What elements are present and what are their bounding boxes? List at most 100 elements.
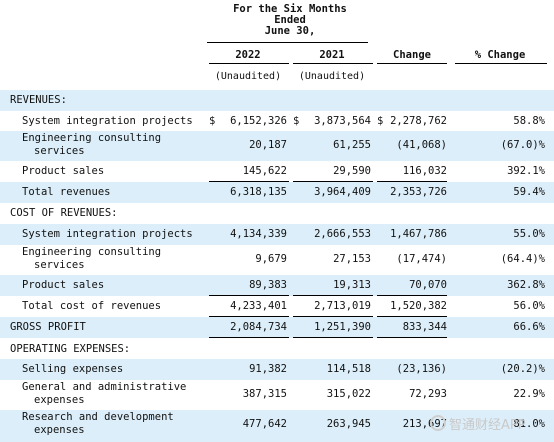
value-pct: 56.0% — [513, 300, 545, 312]
value-2022: 4,233,401 — [230, 300, 287, 312]
subtotal-rule — [293, 316, 373, 317]
table-row: Product sales 145,622 29,590 116,032 392… — [0, 161, 554, 182]
value-change: 2,353,726 — [390, 186, 447, 198]
value-2022: 145,622 — [242, 165, 287, 177]
row-label: Selling expenses — [22, 363, 124, 375]
value-change: 1,467,786 — [390, 228, 447, 240]
row-label: System integration projects — [22, 115, 193, 127]
row-label: General and administrative — [22, 381, 187, 393]
value-pct: 55.0% — [513, 228, 545, 240]
value-change: 116,032 — [402, 165, 447, 177]
row-label: Research and development — [22, 411, 174, 423]
value-change: 833,344 — [402, 321, 447, 333]
value-pct: 81.0% — [513, 418, 545, 430]
period-header: For the Six Months Ended June 30, — [210, 4, 370, 37]
section-revenues: REVENUES: — [0, 90, 554, 111]
currency-symbol: $ — [293, 115, 300, 127]
row-label: COST OF REVENUES: — [10, 207, 118, 219]
col-rule-2022 — [209, 63, 289, 64]
value-2022: 4,134,339 — [230, 228, 287, 240]
value-2021: 19,313 — [333, 279, 371, 291]
value-pct: (64.4)% — [500, 253, 545, 265]
value-change: (41,068) — [396, 139, 447, 151]
value-2022: 2,084,734 — [230, 321, 287, 333]
value-2021: 114,518 — [326, 363, 371, 375]
value-pct: 22.9% — [513, 388, 545, 400]
currency-symbol: $ — [377, 115, 384, 127]
subtotal-rule — [377, 181, 447, 182]
table-row: Engineering consulting services 20,187 6… — [0, 131, 554, 161]
value-2022: 6,318,135 — [230, 186, 287, 198]
subtotal-rule — [377, 316, 447, 317]
value-2022: 91,382 — [249, 363, 287, 375]
watermark-text: 智通财经APP — [449, 417, 526, 433]
table-row: Product sales 89,383 19,313 70,070 362.8… — [0, 275, 554, 296]
col-rule-pct — [455, 63, 547, 64]
row-label: GROSS PROFIT — [10, 321, 86, 333]
unaudited-2021: (Unaudited) — [298, 71, 366, 82]
value-2022: 20,187 — [249, 139, 287, 151]
value-2022: 477,642 — [242, 418, 287, 430]
value-2022: 387,315 — [242, 388, 287, 400]
value-pct: (20.2)% — [500, 363, 545, 375]
subtotal-rule — [377, 295, 447, 296]
table-row-total-cost: Total cost of revenues 4,233,401 2,713,0… — [0, 296, 554, 317]
value-2021: 29,590 — [333, 165, 371, 177]
section-cost-of-revenues: COST OF REVENUES: — [0, 203, 554, 224]
value-pct: (67.0)% — [500, 139, 545, 151]
table-row: Engineering consulting services 9,679 27… — [0, 245, 554, 275]
value-2021: 3,873,564 — [314, 115, 371, 127]
value-2021: 61,255 — [333, 139, 371, 151]
subtotal-rule — [209, 295, 289, 296]
value-pct: 59.4% — [513, 186, 545, 198]
period-line-3: June 30, — [264, 25, 316, 37]
subtotal-rule — [293, 181, 373, 182]
watermark: 智通财经APP — [430, 412, 554, 434]
value-change: 1,520,382 — [390, 300, 447, 312]
watermark-logo-icon — [430, 415, 446, 431]
row-label: Product sales — [22, 165, 105, 177]
row-label-cont: services — [34, 259, 85, 271]
value-pct: 362.8% — [507, 279, 545, 291]
col-header-change: Change — [393, 49, 431, 61]
row-label: Engineering consulting — [22, 246, 162, 258]
period-line-2: Ended — [274, 14, 306, 26]
row-label: System integration projects — [22, 228, 193, 240]
table-row: General and administrative expenses 387,… — [0, 380, 554, 410]
row-label: OPERATING EXPENSES: — [10, 343, 131, 355]
subtotal-rule — [377, 337, 447, 338]
value-pct: 392.1% — [507, 165, 545, 177]
row-label: Engineering consulting — [22, 132, 162, 144]
value-2021: 1,251,390 — [314, 321, 371, 333]
col-header-pct-change: % Change — [474, 49, 526, 61]
row-label-cont: expenses — [34, 424, 85, 436]
table-row: Selling expenses 91,382 114,518 (23,136)… — [0, 359, 554, 380]
value-2021: 315,022 — [326, 388, 371, 400]
value-pct: 66.6% — [513, 321, 545, 333]
value-2022: 89,383 — [249, 279, 287, 291]
col-rule-change — [377, 63, 447, 64]
row-label-cont: expenses — [34, 394, 85, 406]
unaudited-2022: (Unaudited) — [214, 71, 282, 82]
row-label: Total revenues — [22, 186, 111, 198]
table-row: System integration projects 4,134,339 2,… — [0, 224, 554, 245]
value-change: 70,070 — [409, 279, 447, 291]
table-row-gross-profit: GROSS PROFIT 2,084,734 1,251,390 833,344… — [0, 317, 554, 338]
subtotal-rule — [293, 295, 373, 296]
value-2021: 27,153 — [333, 253, 371, 265]
col-header-2022: 2022 — [235, 49, 261, 61]
row-label: Product sales — [22, 279, 105, 291]
section-operating-expenses: OPERATING EXPENSES: — [0, 339, 554, 360]
value-change: (17,474) — [396, 253, 447, 265]
value-change: 72,293 — [409, 388, 447, 400]
row-label: Total cost of revenues — [22, 300, 162, 312]
col-rule-2021 — [293, 63, 373, 64]
subtotal-rule — [209, 316, 289, 317]
value-2022: 9,679 — [255, 253, 287, 265]
value-2021: 2,666,553 — [314, 228, 371, 240]
col-header-2021: 2021 — [319, 49, 345, 61]
value-2021: 2,713,019 — [314, 300, 371, 312]
table-row: System integration projects $ 6,152,326 … — [0, 111, 554, 132]
period-rule — [207, 42, 368, 43]
